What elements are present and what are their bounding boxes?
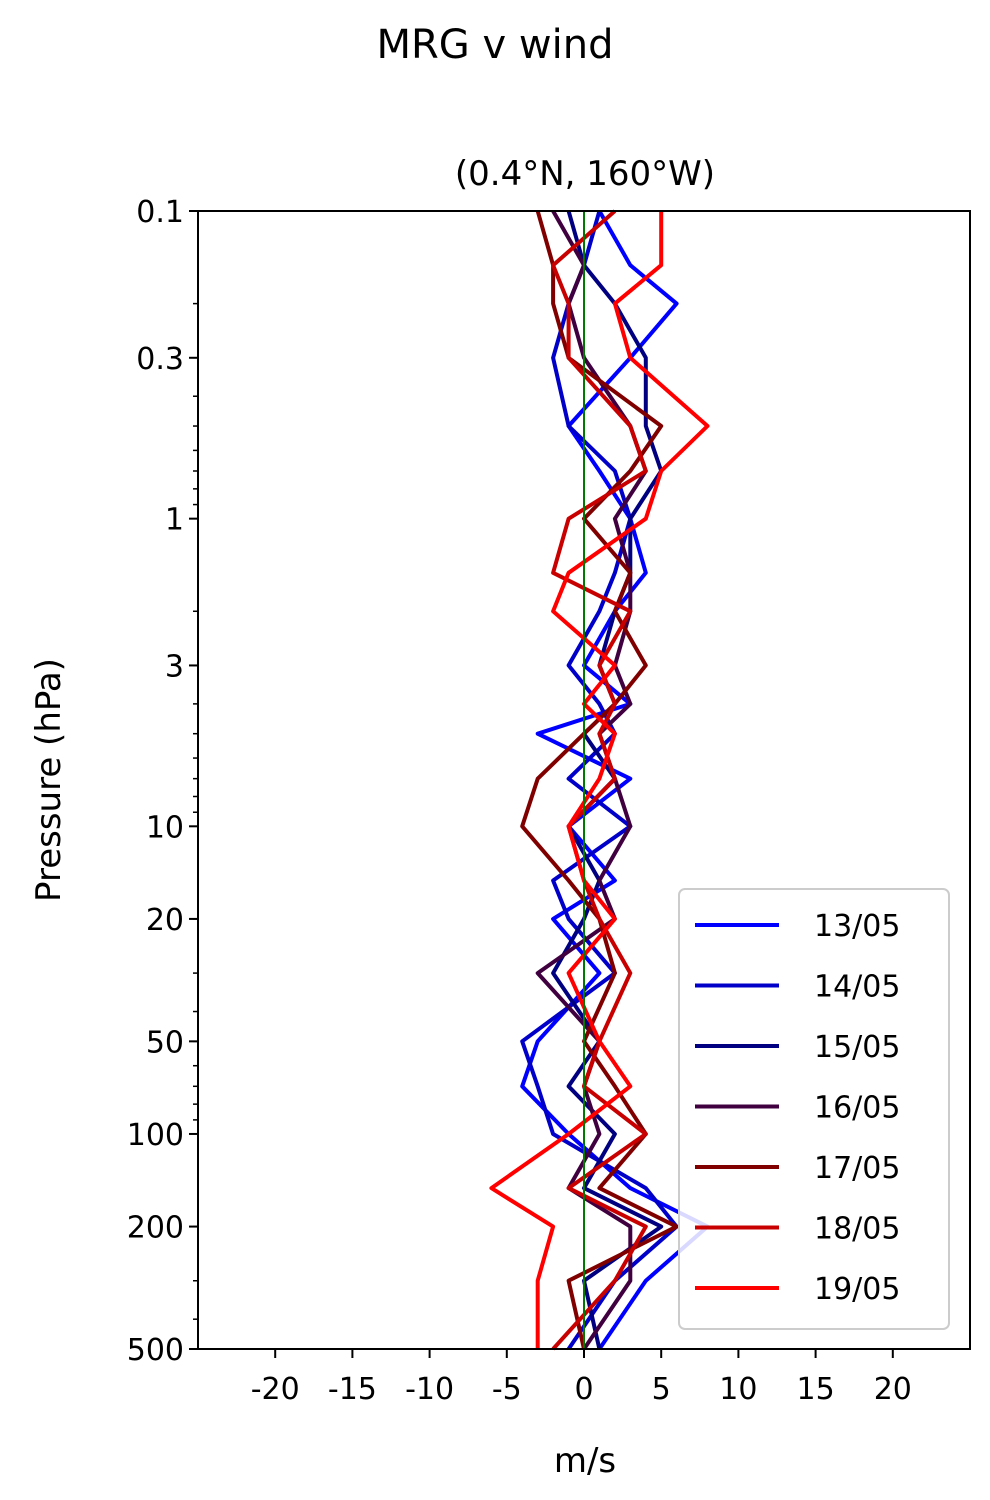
y-tick-label: 10 xyxy=(146,810,184,845)
legend-label-4: 16/05 xyxy=(814,1091,900,1126)
x-tick-label: 20 xyxy=(874,1372,912,1407)
x-tick-label: 5 xyxy=(652,1372,671,1407)
x-tick-label: 10 xyxy=(719,1372,757,1407)
x-tick-label: -5 xyxy=(492,1372,522,1407)
y-tick-label: 500 xyxy=(127,1333,184,1368)
legend: 13/05 14/05 15/05 16/05 17/05 18/05 19/05 xyxy=(678,888,950,1330)
y-tick-label: 0.3 xyxy=(136,342,184,377)
series-line-7 xyxy=(489,211,710,1349)
plot-area xyxy=(489,209,710,1351)
legend-label-1: 13/05 xyxy=(814,909,900,944)
y-tick-label: 100 xyxy=(127,1118,184,1153)
y-tick-label: 200 xyxy=(127,1211,184,1246)
x-tick-label: 15 xyxy=(797,1372,835,1407)
figure-title: MRG v wind xyxy=(376,22,614,68)
y-tick-label: 1 xyxy=(165,503,184,538)
series-line-2 xyxy=(520,210,679,1351)
x-tick-label: -15 xyxy=(328,1372,377,1407)
y-tick-label: 0.1 xyxy=(136,195,184,230)
x-axis-label: m/s xyxy=(554,1441,616,1481)
y-tick-label: 3 xyxy=(165,649,184,684)
series-line-5 xyxy=(520,210,679,1350)
y-tick-label: 50 xyxy=(146,1025,184,1060)
legend-label-2: 14/05 xyxy=(814,970,900,1005)
legend-label-7: 19/05 xyxy=(814,1272,900,1307)
x-tick-label: -20 xyxy=(251,1372,300,1407)
y-tick-label: 20 xyxy=(146,903,184,938)
legend-label-3: 15/05 xyxy=(814,1030,900,1065)
y-axis: 0.1 0.3 1 3 10 20 50 100 200 500 xyxy=(127,195,198,1368)
y-axis-label: Pressure (hPa) xyxy=(29,658,69,902)
legend-label-6: 18/05 xyxy=(814,1212,900,1247)
axes-title: (0.4°N, 160°W) xyxy=(455,154,715,194)
x-tick-label: 0 xyxy=(574,1372,593,1407)
x-axis: -20 -15 -10 -5 0 5 10 15 20 xyxy=(251,1349,912,1407)
legend-label-5: 17/05 xyxy=(814,1151,900,1186)
legend-box xyxy=(678,888,950,1330)
x-tick-label: -10 xyxy=(405,1372,454,1407)
